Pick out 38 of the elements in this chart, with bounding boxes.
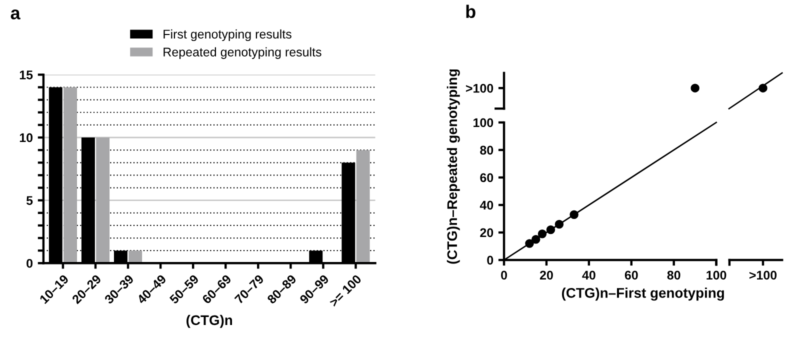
- point: [554, 220, 564, 229]
- legend-label: Repeated genotyping results: [164, 47, 322, 59]
- bar: [64, 87, 78, 264]
- y-tick-label: 10: [20, 133, 33, 142]
- y-tick-label: 5: [26, 196, 33, 205]
- y-tick-label: 0: [487, 256, 494, 265]
- x-tick-label: 0: [501, 270, 507, 280]
- y-axis-title: (CTG)n–Repeated genotyping: [446, 69, 460, 264]
- x-tick-label: 60: [624, 270, 638, 280]
- x-tick-label: >= 100: [328, 274, 362, 308]
- y-tick-label: 0: [26, 258, 33, 268]
- point: [531, 235, 540, 244]
- y-tick-label: 15: [20, 70, 33, 80]
- x-tick-label: 40: [582, 270, 596, 280]
- chart-title: a: [10, 10, 20, 20]
- chart-title: b: [466, 4, 476, 18]
- bar: [96, 138, 110, 264]
- bar: [128, 250, 142, 264]
- y-tick-label: >100: [466, 84, 494, 93]
- point: [546, 225, 556, 234]
- x-axis-title: (CTG)n: [186, 314, 232, 328]
- point: [538, 230, 547, 238]
- x-axis-title: (CTG)n–First genotyping: [562, 288, 724, 301]
- x-tick-label: 20: [540, 270, 553, 280]
- point: [690, 84, 700, 92]
- bar: [356, 150, 370, 264]
- y-tick-label: 80: [480, 146, 494, 155]
- legend-label: First genotyping results: [164, 29, 292, 42]
- point: [758, 84, 768, 92]
- x-tick-label: 80: [667, 270, 680, 280]
- y-tick-label: 60: [480, 173, 494, 182]
- x-tick-label: >100: [749, 270, 777, 280]
- y-tick-label: 40: [480, 200, 494, 210]
- point: [570, 210, 578, 219]
- y-tick-label: 100: [474, 118, 494, 128]
- point: [525, 239, 534, 248]
- x-tick-label: 100: [706, 270, 726, 280]
- y-tick-label: 20: [480, 228, 494, 238]
